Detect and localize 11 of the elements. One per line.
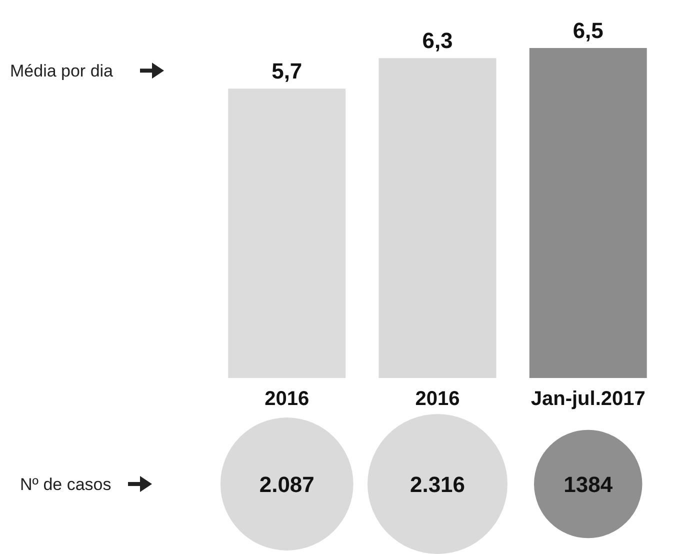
x-tick-label: Jan-jul.2017	[530, 388, 646, 410]
data-label: 2.087	[259, 472, 314, 497]
data-label: 5,7	[272, 58, 302, 84]
x-tick-label: 2016	[415, 388, 460, 410]
data-label: 6,5	[572, 18, 604, 43]
text: Nº de casos	[20, 475, 112, 494]
data-label: 6,3	[422, 28, 453, 54]
data-label: 1384	[564, 472, 614, 497]
data-label: 2.316	[410, 472, 466, 497]
y-axis-title: Média por dia	[10, 62, 114, 81]
x-tick-label: 2016	[264, 388, 310, 410]
